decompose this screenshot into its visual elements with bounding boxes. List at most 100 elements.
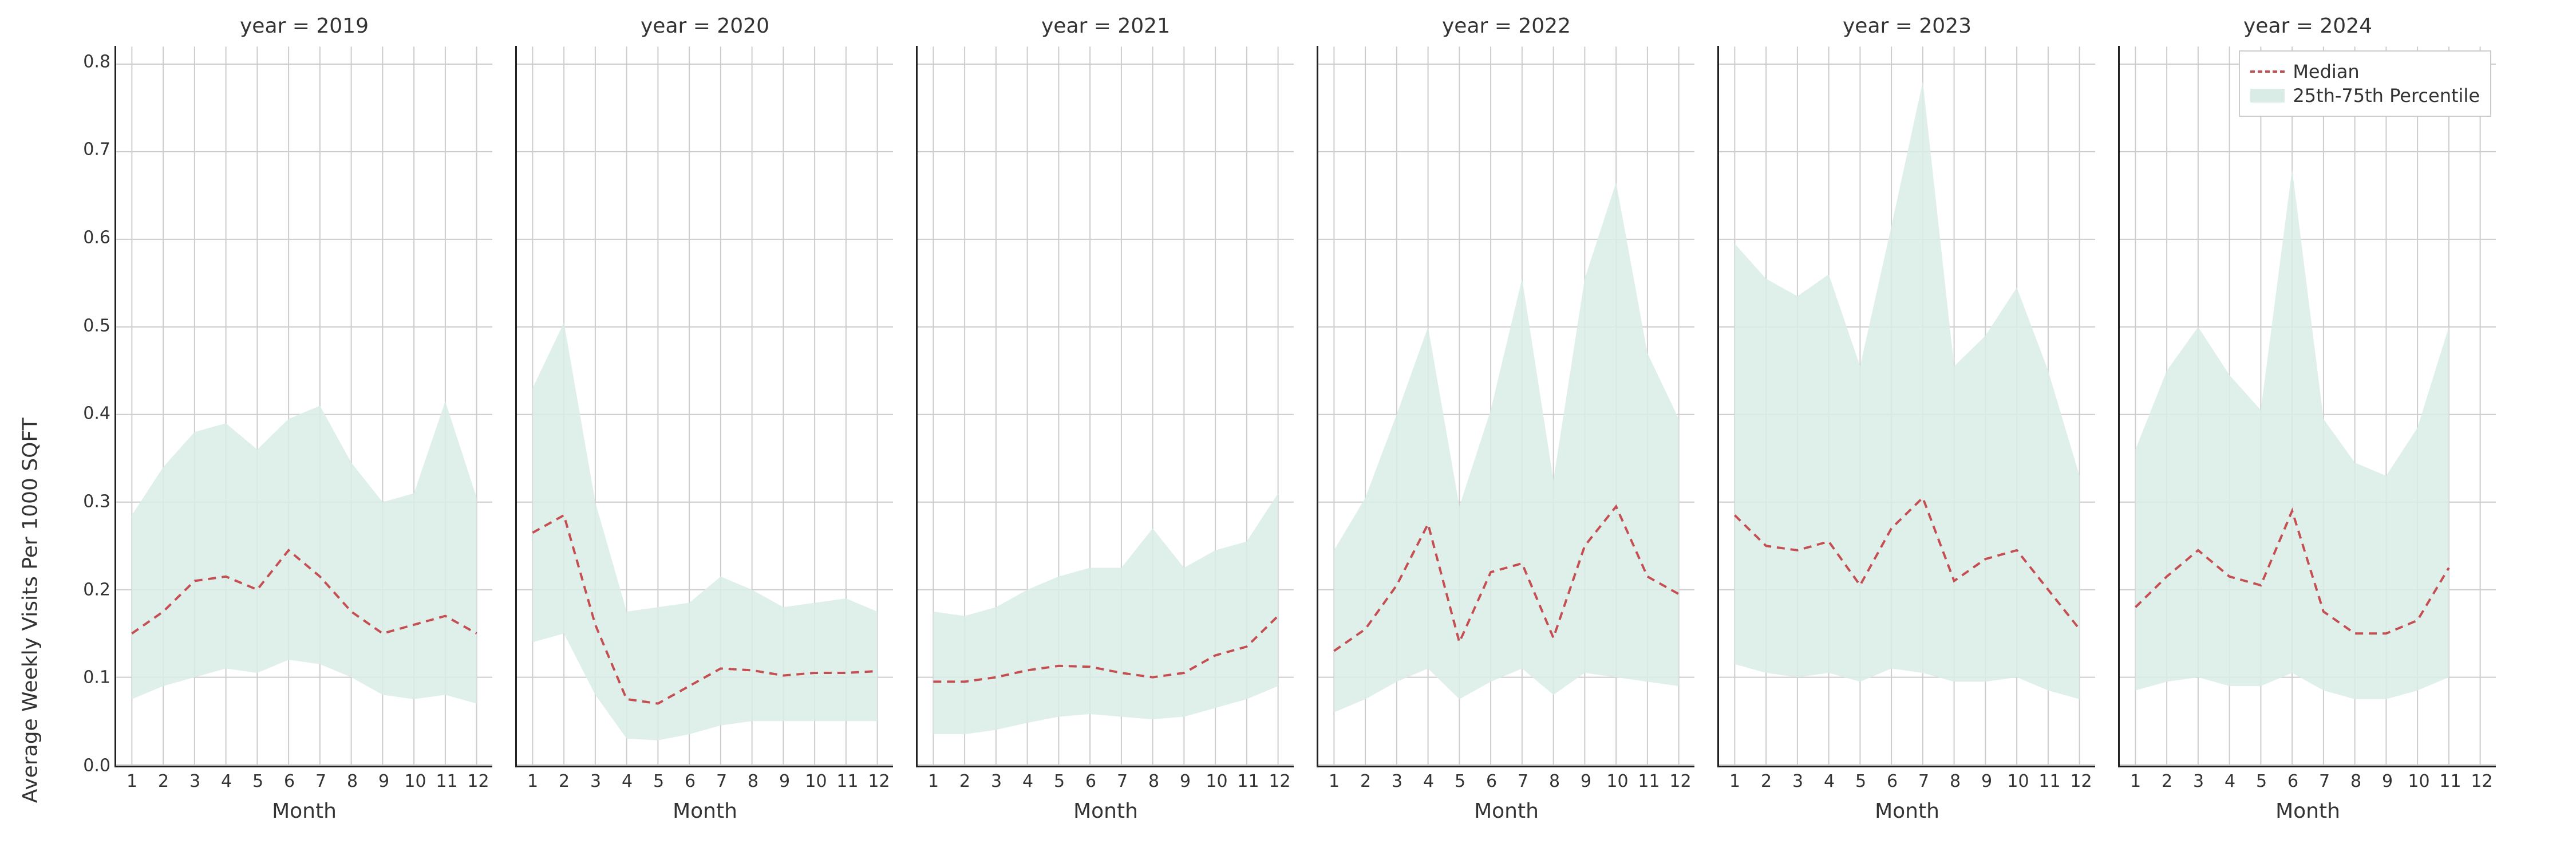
facet-panel: year = 2022123456789101112Month [1317, 46, 1694, 767]
xtick-label: 4 [1824, 771, 1835, 791]
xtick-label: 10 [404, 771, 426, 791]
xtick-label: 5 [1855, 771, 1866, 791]
ytick-label: 0.3 [65, 492, 110, 512]
x-axis-label: Month [1719, 799, 2095, 823]
percentile-band [2135, 170, 2449, 699]
x-axis-label: Month [116, 799, 492, 823]
xtick-label: 1 [527, 771, 538, 791]
xtick-label: 6 [1887, 771, 1898, 791]
xtick-label: 7 [2319, 771, 2330, 791]
xtick-label: 10 [2408, 771, 2429, 791]
xtick-label: 2 [2162, 771, 2172, 791]
xtick-label: 12 [2471, 771, 2492, 791]
xtick-label: 1 [1329, 771, 1340, 791]
xtick-label: 10 [2007, 771, 2029, 791]
ytick-label: 0.5 [65, 316, 110, 336]
y-axis-label: Average Weekly Visits Per 1000 SQFT [19, 417, 42, 803]
legend-band-swatch [2250, 89, 2285, 103]
plot-svg [517, 46, 893, 766]
xtick-label: 4 [221, 771, 232, 791]
xtick-label: 4 [622, 771, 633, 791]
xtick-label: 1 [127, 771, 137, 791]
xtick-label: 12 [868, 771, 890, 791]
xtick-label: 7 [1918, 771, 1929, 791]
x-axis-label: Month [918, 799, 1294, 823]
xtick-label: 2 [1360, 771, 1371, 791]
legend-label: Median [2293, 61, 2359, 82]
xtick-label: 11 [2038, 771, 2060, 791]
plot-svg [116, 46, 492, 766]
percentile-band [1334, 182, 1678, 712]
percentile-band [132, 401, 476, 704]
plot-svg [1719, 46, 2095, 766]
legend-item: 25th-75th Percentile [2250, 85, 2480, 107]
ytick-label: 0.4 [65, 404, 110, 424]
xtick-label: 5 [1054, 771, 1065, 791]
xtick-label: 6 [284, 771, 295, 791]
facet-panel: year = 2024123456789101112MonthMedian25t… [2118, 46, 2496, 767]
xtick-label: 9 [1981, 771, 1992, 791]
xtick-label: 2 [1761, 771, 1772, 791]
panel-title: year = 2021 [918, 14, 1294, 38]
xtick-label: 9 [378, 771, 389, 791]
facet-panel: year = 2020123456789101112Month [515, 46, 893, 767]
panel-title: year = 2019 [116, 14, 492, 38]
xtick-label: 5 [252, 771, 263, 791]
ytick-label: 0.2 [65, 580, 110, 600]
x-axis-label: Month [1318, 799, 1694, 823]
xtick-label: 12 [467, 771, 489, 791]
xtick-label: 10 [1606, 771, 1628, 791]
xtick-label: 6 [685, 771, 696, 791]
plot-svg [918, 46, 1294, 766]
xtick-label: 11 [1237, 771, 1259, 791]
xtick-label: 6 [1486, 771, 1497, 791]
xtick-label: 7 [1518, 771, 1528, 791]
xtick-label: 3 [590, 771, 601, 791]
xtick-label: 11 [436, 771, 457, 791]
xtick-label: 10 [1206, 771, 1227, 791]
ytick-label: 0.6 [65, 228, 110, 248]
percentile-band [1735, 82, 2079, 699]
xtick-label: 8 [2350, 771, 2361, 791]
xtick-label: 12 [2070, 771, 2092, 791]
xtick-label: 8 [1950, 771, 1961, 791]
xtick-label: 8 [1148, 771, 1159, 791]
xtick-label: 7 [315, 771, 326, 791]
plot-svg [2120, 46, 2496, 766]
ytick-label: 0.8 [65, 52, 110, 72]
xtick-label: 11 [836, 771, 858, 791]
figure: year = 20191234567891011120.00.10.20.30.… [0, 0, 2576, 859]
facet-panel: year = 2021123456789101112Month [916, 46, 1294, 767]
xtick-label: 9 [1180, 771, 1191, 791]
xtick-label: 3 [189, 771, 200, 791]
xtick-label: 12 [1669, 771, 1691, 791]
xtick-label: 3 [1792, 771, 1803, 791]
xtick-label: 4 [2225, 771, 2235, 791]
xtick-label: 11 [2439, 771, 2461, 791]
xtick-label: 2 [559, 771, 570, 791]
xtick-label: 5 [653, 771, 664, 791]
xtick-label: 9 [2382, 771, 2393, 791]
plot-svg [1318, 46, 1694, 766]
panel-title: year = 2024 [2120, 14, 2496, 38]
xtick-label: 3 [1392, 771, 1402, 791]
xtick-label: 5 [1455, 771, 1465, 791]
percentile-band [933, 493, 1278, 734]
xtick-label: 4 [1022, 771, 1033, 791]
legend-label: 25th-75th Percentile [2293, 85, 2480, 107]
panel-title: year = 2022 [1318, 14, 1694, 38]
xtick-label: 1 [2130, 771, 2141, 791]
xtick-label: 8 [748, 771, 758, 791]
xtick-label: 9 [779, 771, 790, 791]
xtick-label: 7 [1117, 771, 1128, 791]
ytick-label: 0.0 [65, 756, 110, 776]
xtick-label: 12 [1269, 771, 1290, 791]
xtick-label: 4 [1423, 771, 1434, 791]
panel-title: year = 2023 [1719, 14, 2095, 38]
xtick-label: 5 [2256, 771, 2267, 791]
legend: Median 25th-75th Percentile [2239, 50, 2491, 117]
xtick-label: 8 [347, 771, 358, 791]
ytick-label: 0.7 [65, 140, 110, 160]
legend-line-swatch [2250, 70, 2285, 73]
legend-item: Median [2250, 61, 2480, 82]
